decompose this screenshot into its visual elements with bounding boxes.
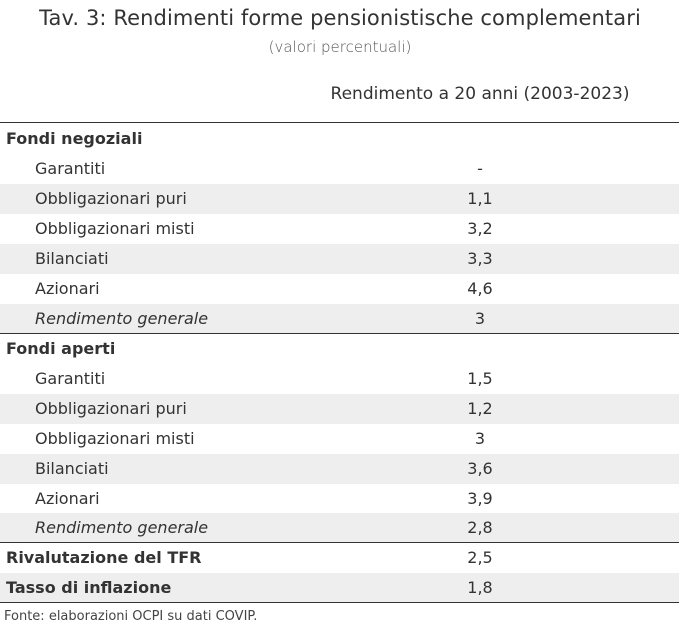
row-value: 1,1: [467, 189, 493, 208]
table-row: Azionari 3,9: [0, 484, 679, 514]
table-row: Bilanciati 3,6: [0, 454, 679, 484]
row-value: 1,8: [467, 578, 493, 597]
row-value: 3,6: [467, 459, 493, 478]
section-heading: Fondi aperti: [6, 339, 116, 358]
row-value: 1,2: [467, 399, 493, 418]
table-row: Obbligazionari puri 1,2: [0, 394, 679, 424]
row-value: -: [477, 159, 483, 178]
row-label: Bilanciati: [35, 459, 109, 478]
bottom-rule: [0, 602, 679, 603]
section-heading: Fondi negoziali: [6, 129, 143, 148]
row-value: 4,6: [467, 279, 493, 298]
row-label: Obbligazionari puri: [35, 399, 187, 418]
source-note: Fonte: elaborazioni OCPI su dati COVIP.: [4, 609, 258, 624]
table-row: Bilanciati 3,3: [0, 244, 679, 274]
table-row: Azionari 4,6: [0, 274, 679, 304]
section-rule: [0, 542, 679, 543]
row-label: Azionari: [35, 489, 100, 508]
table-row: Tasso di inflazione 1,8: [0, 573, 679, 603]
row-label: Azionari: [35, 279, 100, 298]
section-heading-row: Fondi negoziali: [0, 124, 679, 154]
table-row: Obbligazionari puri 1,1: [0, 184, 679, 214]
row-label: Rivalutazione del TFR: [6, 548, 202, 567]
row-value: 3,2: [467, 219, 493, 238]
table-row: Rendimento generale 2,8: [0, 513, 679, 543]
row-value: 3: [474, 429, 486, 448]
row-value: 3: [474, 309, 486, 328]
table-row: Obbligazionari misti 3: [0, 424, 679, 454]
row-value: 3,3: [467, 249, 493, 268]
row-label: Obbligazionari puri: [35, 189, 187, 208]
row-label: Bilanciati: [35, 249, 109, 268]
table-title: Tav. 3: Rendimenti forme pensionistische…: [39, 6, 641, 30]
row-label: Rendimento generale: [35, 518, 209, 537]
row-label: Tasso di inflazione: [6, 578, 172, 597]
table-subtitle: (valori percentuali): [268, 38, 412, 56]
row-label: Garantiti: [35, 159, 106, 178]
table-row: Obbligazionari misti 3,2: [0, 214, 679, 244]
row-value: 2,8: [467, 518, 493, 537]
table-row: Garantiti -: [0, 154, 679, 184]
section-rule: [0, 333, 679, 334]
row-value: 3,9: [467, 489, 493, 508]
row-value: 1,5: [467, 369, 493, 388]
table-row: Rivalutazione del TFR 2,5: [0, 543, 679, 573]
row-label: Rendimento generale: [35, 309, 209, 328]
row-label: Obbligazionari misti: [35, 219, 195, 238]
table-row: Garantiti 1,5: [0, 364, 679, 394]
row-value: 2,5: [467, 548, 493, 567]
row-label: Obbligazionari misti: [35, 429, 195, 448]
row-label: Garantiti: [35, 369, 106, 388]
header-rule: [0, 122, 679, 123]
column-header: Rendimento a 20 anni (2003-2023): [330, 84, 630, 104]
table-row: Rendimento generale 3: [0, 304, 679, 334]
section-heading-row: Fondi aperti: [0, 334, 679, 364]
